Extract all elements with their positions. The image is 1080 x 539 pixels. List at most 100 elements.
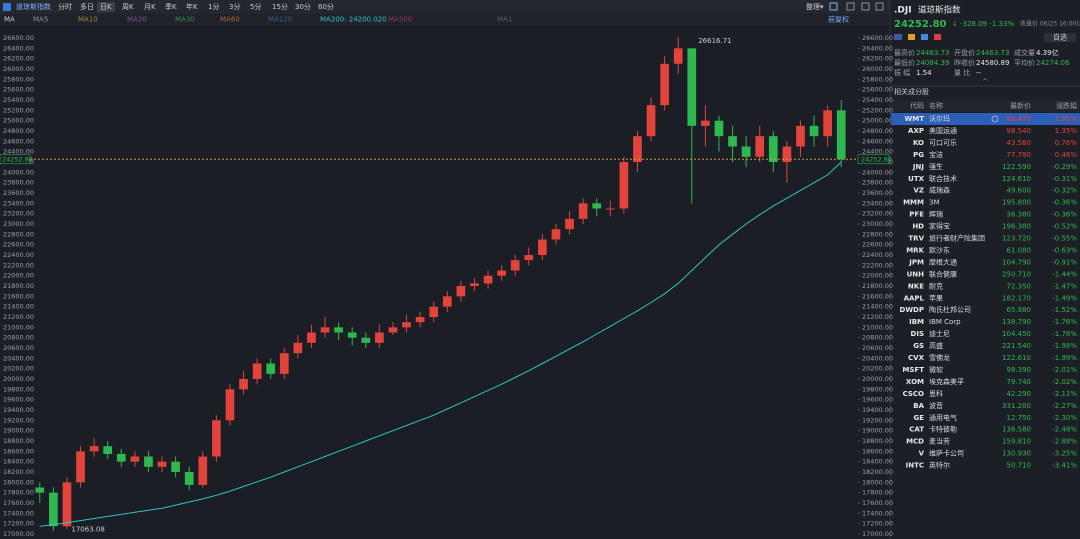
row-code[interactable]: AAPL xyxy=(904,294,925,302)
row-code[interactable]: MMM xyxy=(903,199,924,207)
row-code[interactable]: INTC xyxy=(906,462,924,470)
row-price: 124.610 xyxy=(1002,175,1031,183)
row-code[interactable]: AXP xyxy=(908,127,924,135)
period[interactable]: 分时 xyxy=(58,2,72,11)
row-code[interactable]: MRK xyxy=(906,246,924,254)
row-change: -0.31% xyxy=(1052,175,1077,183)
row-name: 可口可乐 xyxy=(929,138,957,147)
collapse[interactable]: ^ xyxy=(982,78,988,86)
adjust[interactable]: 前复权 xyxy=(828,15,849,24)
y-tick-label: 21200.00 xyxy=(862,313,893,321)
row-code[interactable]: IBM xyxy=(909,318,924,326)
y-tick-label: 18200.00 xyxy=(862,468,893,476)
row-code[interactable]: CVX xyxy=(908,354,925,362)
y-tick-label: 21400.00 xyxy=(862,303,893,311)
column-header: 涨跌幅 xyxy=(1056,101,1077,110)
candle-body xyxy=(49,492,58,527)
row-code[interactable]: JNJ xyxy=(912,163,924,171)
y-tick-label: 19000.00 xyxy=(862,427,893,435)
row-code[interactable]: BA xyxy=(913,402,924,410)
watch-label[interactable]: 自选 xyxy=(1053,33,1067,42)
row-change: -2.88% xyxy=(1052,438,1077,446)
candle-body xyxy=(279,353,289,374)
y-tick-label: 26600.00 xyxy=(862,34,893,42)
row-code[interactable]: DIS xyxy=(911,330,924,338)
tab[interactable]: 道琼斯指数 xyxy=(16,2,51,11)
y-tick-label: 17600.00 xyxy=(862,499,893,507)
y-tick-label: 22200.00 xyxy=(862,261,893,269)
candle-body xyxy=(402,322,411,328)
indicator-title[interactable]: MA xyxy=(4,16,15,24)
row-code[interactable]: PFE xyxy=(909,211,924,219)
period[interactable]: 周K xyxy=(122,3,134,11)
row-code[interactable]: KO xyxy=(913,139,924,147)
candle-body xyxy=(116,453,126,462)
row-code[interactable]: UTX xyxy=(908,175,924,183)
period[interactable]: 季K xyxy=(165,2,177,11)
period[interactable]: 年K xyxy=(186,2,198,11)
candle-body xyxy=(538,239,547,255)
period[interactable]: 5分 xyxy=(250,2,261,11)
row-change: -1.44% xyxy=(1052,270,1077,278)
row-code[interactable]: XOM xyxy=(906,378,924,386)
row-code[interactable]: CAT xyxy=(909,426,924,434)
row-code[interactable]: NKE xyxy=(908,282,924,290)
row-code[interactable]: V xyxy=(919,450,925,458)
candle-body xyxy=(470,283,479,286)
icon[interactable] xyxy=(875,2,884,11)
row-code[interactable]: DWDP xyxy=(900,306,924,314)
period[interactable]: 多日 xyxy=(80,2,94,11)
period[interactable]: 60分 xyxy=(318,2,334,11)
candle-body xyxy=(388,327,398,333)
menu[interactable]: 整理▾ xyxy=(806,2,824,11)
period[interactable]: 日K xyxy=(100,3,112,11)
icon[interactable] xyxy=(861,2,870,11)
y-tick-label: 18600.00 xyxy=(862,447,893,455)
period[interactable]: 30分 xyxy=(295,2,311,11)
row-code[interactable]: JPM xyxy=(908,258,924,266)
row-name: 微软 xyxy=(929,365,943,374)
period[interactable]: 月K xyxy=(144,3,156,11)
row-code[interactable]: MSFT xyxy=(902,366,924,374)
price-tag-label: 24252.80 xyxy=(861,155,892,163)
y-tick-label: 25000.00 xyxy=(3,117,34,125)
period[interactable]: 15分 xyxy=(272,2,288,11)
row-code[interactable]: GE xyxy=(913,414,924,422)
row-name: 卡特彼勒 xyxy=(929,425,957,434)
row-code[interactable]: GS xyxy=(913,342,924,350)
period[interactable]: 1分 xyxy=(208,2,219,11)
y-tick-label: 21000.00 xyxy=(862,323,893,331)
icon[interactable] xyxy=(846,2,855,11)
stat-label: 振 幅 xyxy=(894,68,910,77)
y-tick-label: 25400.00 xyxy=(862,96,893,104)
price-tag xyxy=(857,154,890,165)
period[interactable]: 3分 xyxy=(229,2,240,11)
row-code[interactable]: CSCO xyxy=(903,390,924,398)
row-price: 130.930 xyxy=(1002,450,1031,458)
row-code[interactable]: PG xyxy=(913,151,924,159)
row-code[interactable]: VZ xyxy=(914,187,925,195)
row-code[interactable]: UNH xyxy=(907,270,925,278)
icon[interactable] xyxy=(829,2,838,11)
candle-body xyxy=(103,446,113,454)
y-tick-label: 17200.00 xyxy=(3,520,34,528)
y-tick-label: 24400.00 xyxy=(862,148,893,156)
row-name: 高盛 xyxy=(929,341,943,350)
row-code[interactable]: TRV xyxy=(908,235,924,243)
y-tick-label: 18000.00 xyxy=(862,478,893,486)
row-code[interactable]: HD xyxy=(912,223,924,231)
row-code[interactable]: MCD xyxy=(906,438,924,446)
row-code[interactable]: WMT xyxy=(905,115,925,123)
y-tick-label: 24800.00 xyxy=(3,127,34,135)
row-selected[interactable] xyxy=(891,113,1080,125)
y-tick-label: 23200.00 xyxy=(3,210,34,218)
candle-body xyxy=(551,229,561,240)
row-change: 1.35% xyxy=(1055,127,1078,135)
watch-button[interactable] xyxy=(1044,33,1076,42)
y-tick-label: 20800.00 xyxy=(3,334,34,342)
row-change: -0.52% xyxy=(1052,223,1077,231)
y-tick-label: 22600.00 xyxy=(862,241,893,249)
candle-body xyxy=(497,270,506,276)
row-name: 美国运通 xyxy=(929,126,957,135)
y-tick-label: 22400.00 xyxy=(862,251,893,259)
